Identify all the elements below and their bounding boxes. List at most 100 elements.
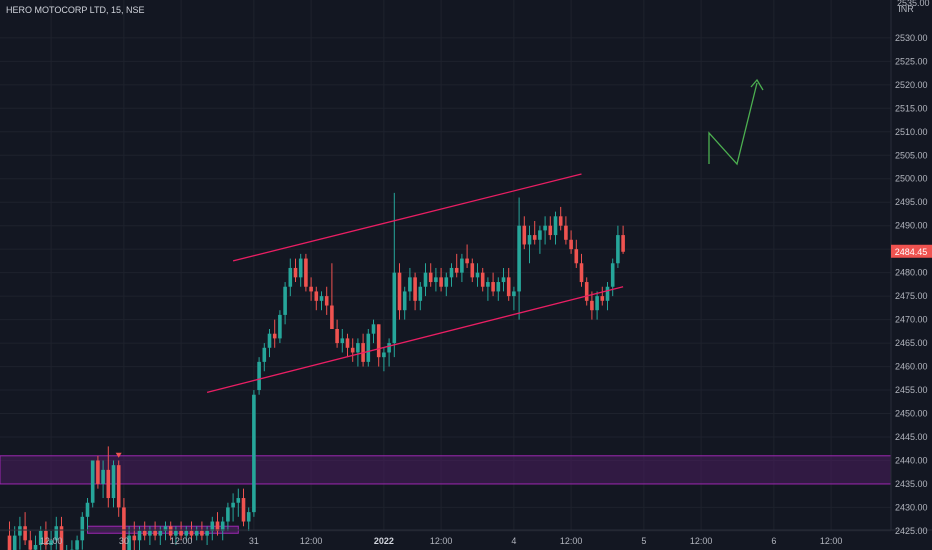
candle-body	[382, 352, 386, 358]
candle-body	[444, 277, 449, 287]
candle-body	[44, 530, 48, 545]
candle-body	[215, 521, 220, 531]
price-tick-label: 2475.00	[895, 291, 928, 301]
candle-body	[527, 235, 532, 245]
candle-body	[226, 507, 230, 522]
price-tick-label: 2515.00	[895, 103, 928, 113]
candle-body	[168, 526, 173, 536]
candle-body	[163, 526, 168, 531]
candle-body	[298, 258, 303, 278]
time-tick-label: 12:00	[300, 536, 323, 546]
price-tick-label: 2435.00	[895, 479, 928, 489]
candle-body	[465, 258, 469, 264]
candle-body	[59, 526, 64, 550]
candle-body	[506, 277, 511, 297]
candle-body	[49, 540, 53, 545]
candle-body	[174, 530, 178, 536]
candle-body	[101, 469, 105, 484]
last-price-badge	[891, 244, 932, 258]
candle-body	[111, 465, 116, 499]
candle-body	[454, 267, 459, 273]
time-tick-label: 12:00	[40, 536, 63, 546]
candle-body	[371, 324, 376, 334]
candle-body	[262, 347, 267, 362]
price-tick-label: 2480.00	[895, 268, 928, 278]
candle-body	[584, 282, 589, 301]
candle-body	[205, 530, 209, 536]
candle-body	[610, 263, 615, 287]
price-tick-label: 2470.00	[895, 315, 928, 325]
candle-body	[460, 258, 464, 273]
candle-body	[153, 530, 157, 536]
price-tick-label: 2490.00	[895, 221, 928, 231]
time-tick-label: 6	[771, 536, 776, 546]
candle-body	[579, 263, 584, 283]
candle-body	[418, 286, 423, 301]
candle-body	[439, 277, 443, 287]
candle-body	[470, 263, 475, 278]
candle-body	[33, 545, 38, 550]
time-tick-label: 12:00	[430, 536, 453, 546]
candle-body	[345, 338, 350, 348]
candle-body	[434, 277, 438, 283]
candle-body	[423, 272, 428, 287]
candle-body	[28, 540, 33, 550]
candle-body	[330, 305, 334, 329]
last-price-label: 2484.45	[895, 247, 928, 257]
candle-body	[538, 230, 542, 240]
candle-body	[96, 460, 100, 484]
price-tick-label: 2430.00	[895, 502, 928, 512]
candle-body	[12, 535, 17, 550]
signal-marker	[115, 452, 122, 458]
channel-upper-line	[232, 173, 582, 262]
candle-body	[314, 291, 319, 301]
candle-body	[283, 286, 287, 315]
candle-body	[23, 526, 27, 541]
time-tick-label: 12:00	[690, 536, 713, 546]
price-axis[interactable]: 2425.00 2430.00 2435.00 2440.00 2445.00 2450.…	[891, 0, 932, 536]
currency-label: INR	[898, 4, 914, 14]
time-tick-label: 2022	[374, 536, 394, 546]
candle-body	[194, 530, 199, 536]
candle-body	[428, 272, 433, 283]
candle-body	[267, 333, 272, 348]
candle-body	[319, 296, 324, 301]
candle-body	[376, 324, 381, 358]
candle-body	[569, 239, 573, 250]
candle-body	[600, 296, 605, 301]
candle-body	[142, 530, 147, 536]
candle-body	[356, 343, 360, 353]
candle-body	[387, 343, 391, 353]
candle-body	[38, 530, 43, 545]
candle-body	[522, 225, 527, 245]
candle-body	[574, 249, 579, 264]
candle-body	[252, 394, 256, 513]
candle-body	[595, 296, 599, 311]
candle-body	[449, 267, 454, 278]
candle-body	[90, 460, 95, 503]
time-axis[interactable]: 12:00 30 12:00 31 12:00 2022 12:00 4 12:00 5 12:00…	[40, 536, 843, 546]
candle-body	[496, 282, 501, 292]
candle-body	[413, 277, 417, 301]
candle-body	[491, 282, 495, 292]
candle-body	[402, 291, 407, 311]
candle-body	[220, 521, 225, 531]
candle-body	[106, 469, 111, 499]
candle-body	[590, 300, 594, 311]
candle-body	[184, 530, 189, 536]
candle-body	[486, 282, 490, 287]
resistance-zone	[0, 455, 892, 485]
candle-body	[85, 502, 90, 517]
price-tick-label: 2495.00	[895, 197, 928, 207]
time-tick-label: 4	[511, 536, 516, 546]
candle-body	[324, 296, 329, 306]
time-tick-label: 12:00	[170, 536, 193, 546]
candle-body	[558, 216, 563, 226]
candle-body	[272, 333, 277, 339]
price-tick-label: 2520.00	[895, 80, 928, 90]
candle-body	[278, 314, 282, 339]
candle-body	[564, 225, 568, 240]
candle-body	[293, 267, 298, 278]
time-tick-label: 12:00	[560, 536, 583, 546]
